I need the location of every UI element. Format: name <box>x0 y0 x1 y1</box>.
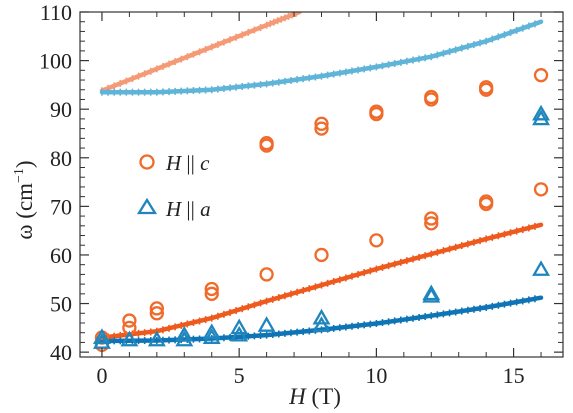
data-point-triangle <box>424 287 438 299</box>
x-tick-label: 0 <box>96 363 107 388</box>
x-axis-label-symbol: H <box>288 384 307 409</box>
y-axis-label-superscript: −1 <box>12 168 27 183</box>
data-point-circle <box>261 268 273 280</box>
y-axis-label-main: ω (cm <box>12 183 37 240</box>
data-point-circle <box>123 315 135 327</box>
y-tick-label: 110 <box>40 0 72 25</box>
y-tick-label: 50 <box>50 292 72 317</box>
y-tick-label: 60 <box>50 243 72 268</box>
x-tick-label: 10 <box>365 363 387 388</box>
data-point-circle <box>370 234 382 246</box>
data-point-circle <box>535 69 547 81</box>
legend: H || c H || a <box>139 151 211 221</box>
y-tick-label: 80 <box>50 146 72 171</box>
fit-lines <box>102 10 541 345</box>
x-axis-label: H (T) <box>288 384 341 409</box>
y-axis-label-close: ) <box>12 160 37 168</box>
data-point-triangle <box>260 318 274 330</box>
y-tick-label: 70 <box>50 194 72 219</box>
x-tick-label: 5 <box>234 363 245 388</box>
legend-label-c: H || c <box>165 151 210 175</box>
x-tick-label: 15 <box>503 363 525 388</box>
fit-line-1 <box>102 22 541 93</box>
y-tick-label: 100 <box>39 49 72 74</box>
y-axis-label: ω (cm−1) <box>12 160 37 239</box>
legend-item-c: H || c <box>141 151 211 175</box>
data-point-triangle <box>534 263 548 275</box>
x-axis-label-unit: (T) <box>306 384 341 409</box>
data-point-circle <box>535 183 547 195</box>
data-point-circle <box>316 249 328 261</box>
legend-item-a: H || a <box>139 197 211 221</box>
y-tick-label: 90 <box>50 97 72 122</box>
legend-label-a: H || a <box>165 197 211 221</box>
y-tick-label: 40 <box>50 340 72 365</box>
legend-circle-marker <box>141 156 154 169</box>
legend-triangle-marker <box>139 200 155 213</box>
